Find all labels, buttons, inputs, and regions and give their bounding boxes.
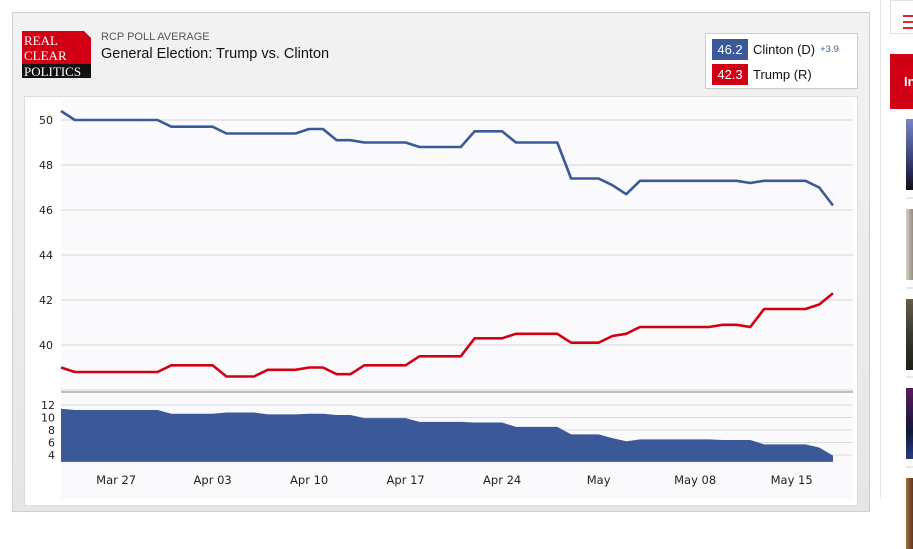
svg-text:POLITICS: POLITICS (24, 64, 81, 78)
chart-kicker: RCP POLL AVERAGE (101, 31, 210, 43)
trump-label: Trump (R) (753, 67, 812, 82)
x-tick-label: Apr 03 (194, 473, 232, 487)
sidebar-divider (880, 0, 881, 499)
spread-y-tick-label: 8 (48, 424, 55, 437)
sidebar-thumbnail[interactable] (906, 478, 913, 549)
y-tick-label: 40 (39, 339, 53, 352)
clinton-label: Clinton (D) (753, 42, 816, 57)
spread-y-tick-label: 4 (48, 449, 55, 462)
trump-value: 42.3 (712, 64, 748, 85)
x-tick-label: May 15 (771, 473, 813, 487)
y-tick-label: 50 (39, 114, 53, 127)
series-line-clinton (60, 109, 835, 207)
sidebar-header-text: In (904, 74, 913, 89)
series-line-trump (60, 292, 834, 378)
x-tick-label: May (587, 473, 611, 487)
x-tick-label: Apr 24 (483, 473, 521, 487)
spread-area (61, 408, 833, 462)
x-tick-label: Apr 17 (387, 473, 425, 487)
svg-text:REAL: REAL (24, 33, 58, 48)
sidebar-thumbnail[interactable] (906, 388, 913, 459)
y-tick-label: 42 (39, 294, 53, 307)
divider (906, 197, 913, 199)
sidebar-header: In (890, 54, 913, 109)
menu-button[interactable] (890, 0, 913, 34)
chart-title: General Election: Trump vs. Clinton (101, 46, 330, 62)
clinton-spread: +3.9 (820, 44, 839, 55)
x-tick-label: May 08 (674, 473, 716, 487)
y-tick-label: 44 (39, 249, 53, 262)
sidebar-thumbnail[interactable] (906, 209, 913, 280)
rcp-logo[interactable]: REAL CLEAR POLITICS (22, 31, 91, 78)
sidebar-thumbnail[interactable] (906, 299, 913, 370)
divider (906, 376, 913, 378)
x-tick-label: Apr 10 (290, 473, 328, 487)
spread-y-tick-label: 10 (41, 412, 55, 425)
divider (906, 466, 913, 468)
y-tick-label: 48 (39, 159, 53, 172)
spread-y-tick-label: 6 (48, 437, 55, 450)
y-tick-label: 46 (39, 204, 53, 217)
divider (906, 287, 913, 289)
sidebar-thumbnail[interactable] (906, 119, 913, 190)
legend-clinton: 46.2 Clinton (D) +3.9 (712, 39, 839, 60)
clinton-value: 46.2 (712, 39, 748, 60)
legend-trump: 42.3 Trump (R) (712, 64, 812, 85)
x-tick-label: Mar 27 (96, 473, 136, 487)
legend: 46.2 Clinton (D) +3.9 42.3 Trump (R) (705, 33, 858, 89)
spread-y-tick-label: 12 (41, 399, 55, 412)
plot-background (61, 100, 853, 390)
svg-text:CLEAR: CLEAR (24, 48, 67, 63)
